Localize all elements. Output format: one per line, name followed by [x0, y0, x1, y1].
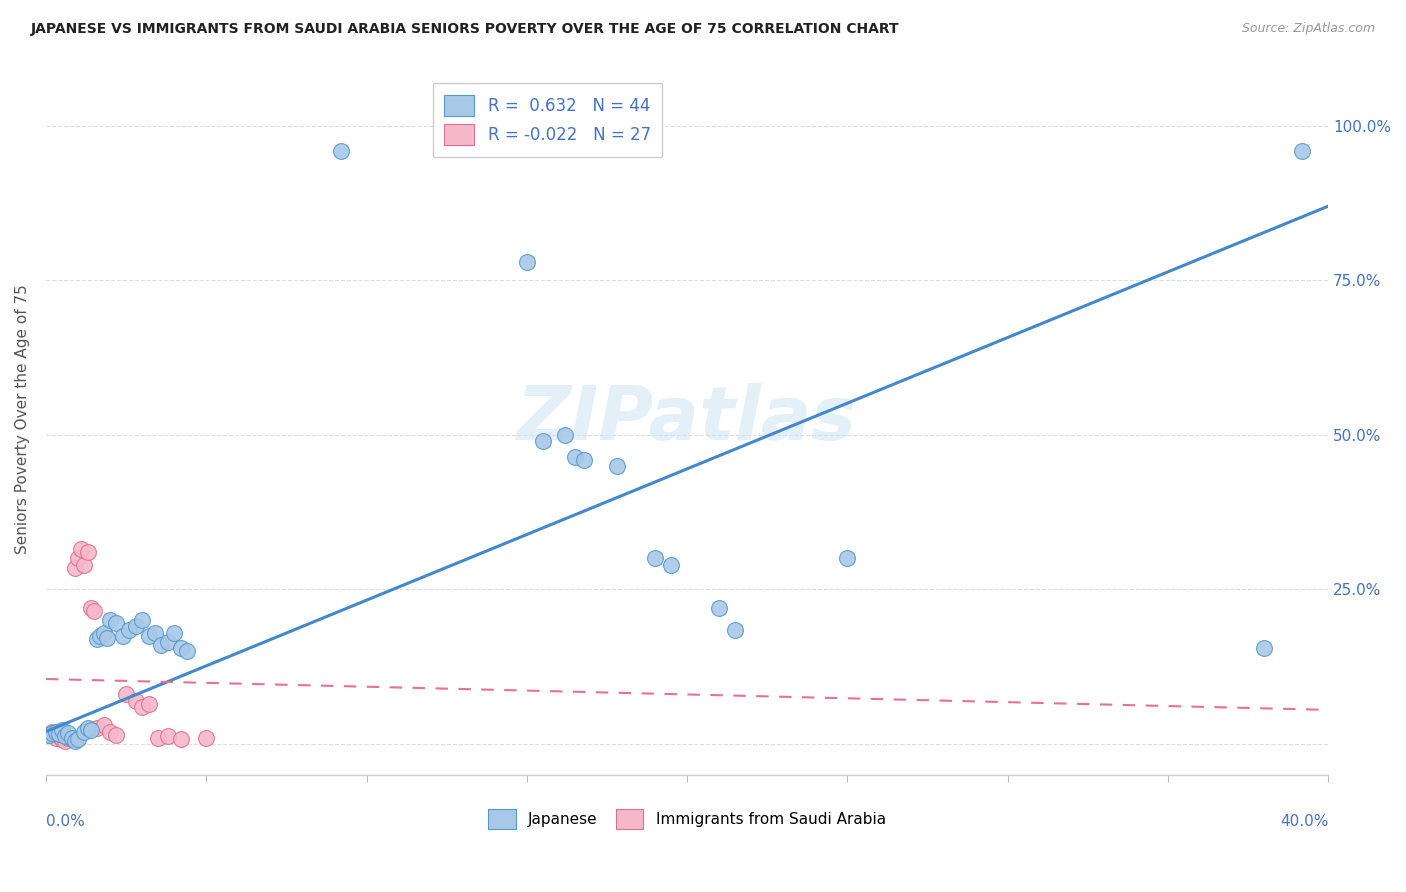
Point: [138, 697, 160, 711]
Point: [118, 623, 141, 637]
Point: [195, 731, 218, 745]
Point: [63, 560, 86, 574]
Point: [169, 641, 191, 656]
Point: [66, 731, 89, 746]
Text: Source: ZipAtlas.com: Source: ZipAtlas.com: [1241, 22, 1375, 36]
Point: [554, 428, 576, 442]
Point: [98, 724, 121, 739]
Point: [66, 551, 89, 566]
Point: [96, 631, 118, 645]
Point: [51, 723, 73, 738]
Point: [48, 730, 70, 744]
Point: [89, 629, 111, 643]
Point: [58, 731, 80, 745]
Point: [53, 730, 76, 744]
Point: [45, 731, 67, 745]
Point: [156, 730, 179, 744]
Point: [606, 458, 628, 473]
Text: JAPANESE VS IMMIGRANTS FROM SAUDI ARABIA SENIORS POVERTY OVER THE AGE OF 75 CORR: JAPANESE VS IMMIGRANTS FROM SAUDI ARABIA…: [31, 22, 900, 37]
Point: [45, 724, 67, 739]
Point: [156, 635, 179, 649]
Point: [574, 452, 596, 467]
Point: [60, 731, 83, 745]
Point: [73, 558, 96, 572]
Point: [60, 731, 83, 746]
Point: [143, 625, 166, 640]
Point: [1291, 144, 1313, 158]
Point: [659, 558, 682, 572]
Point: [80, 601, 103, 615]
Point: [837, 551, 859, 566]
Point: [86, 632, 108, 646]
Point: [163, 625, 186, 640]
Point: [105, 616, 128, 631]
Point: [83, 604, 105, 618]
Point: [146, 731, 169, 745]
Point: [169, 731, 191, 746]
Point: [93, 625, 115, 640]
Point: [93, 718, 115, 732]
Legend: Japanese, Immigrants from Saudi Arabia: Japanese, Immigrants from Saudi Arabia: [482, 803, 891, 835]
Point: [564, 450, 586, 464]
Point: [98, 613, 121, 627]
Point: [80, 723, 103, 738]
Point: [86, 722, 108, 736]
Point: [48, 727, 70, 741]
Point: [41, 725, 63, 739]
Text: 40.0%: 40.0%: [1279, 814, 1329, 829]
Text: ZIPatlas: ZIPatlas: [517, 383, 858, 456]
Point: [76, 722, 98, 736]
Y-axis label: Seniors Poverty Over the Age of 75: Seniors Poverty Over the Age of 75: [15, 285, 30, 554]
Point: [125, 619, 148, 633]
Point: [329, 144, 352, 158]
Point: [115, 688, 138, 702]
Point: [53, 733, 76, 747]
Point: [516, 255, 538, 269]
Point: [531, 434, 554, 448]
Point: [38, 728, 60, 742]
Point: [105, 728, 128, 742]
Point: [63, 733, 86, 747]
Point: [1253, 641, 1275, 656]
Point: [176, 644, 198, 658]
Point: [150, 638, 173, 652]
Point: [724, 623, 747, 637]
Point: [38, 728, 60, 742]
Point: [51, 731, 73, 746]
Point: [111, 629, 134, 643]
Point: [58, 725, 80, 739]
Point: [70, 542, 93, 557]
Point: [131, 699, 153, 714]
Point: [125, 693, 148, 707]
Point: [644, 551, 666, 566]
Point: [138, 629, 160, 643]
Point: [707, 601, 730, 615]
Point: [131, 613, 153, 627]
Point: [73, 724, 96, 739]
Text: 0.0%: 0.0%: [46, 814, 84, 829]
Point: [76, 545, 98, 559]
Point: [41, 724, 63, 739]
